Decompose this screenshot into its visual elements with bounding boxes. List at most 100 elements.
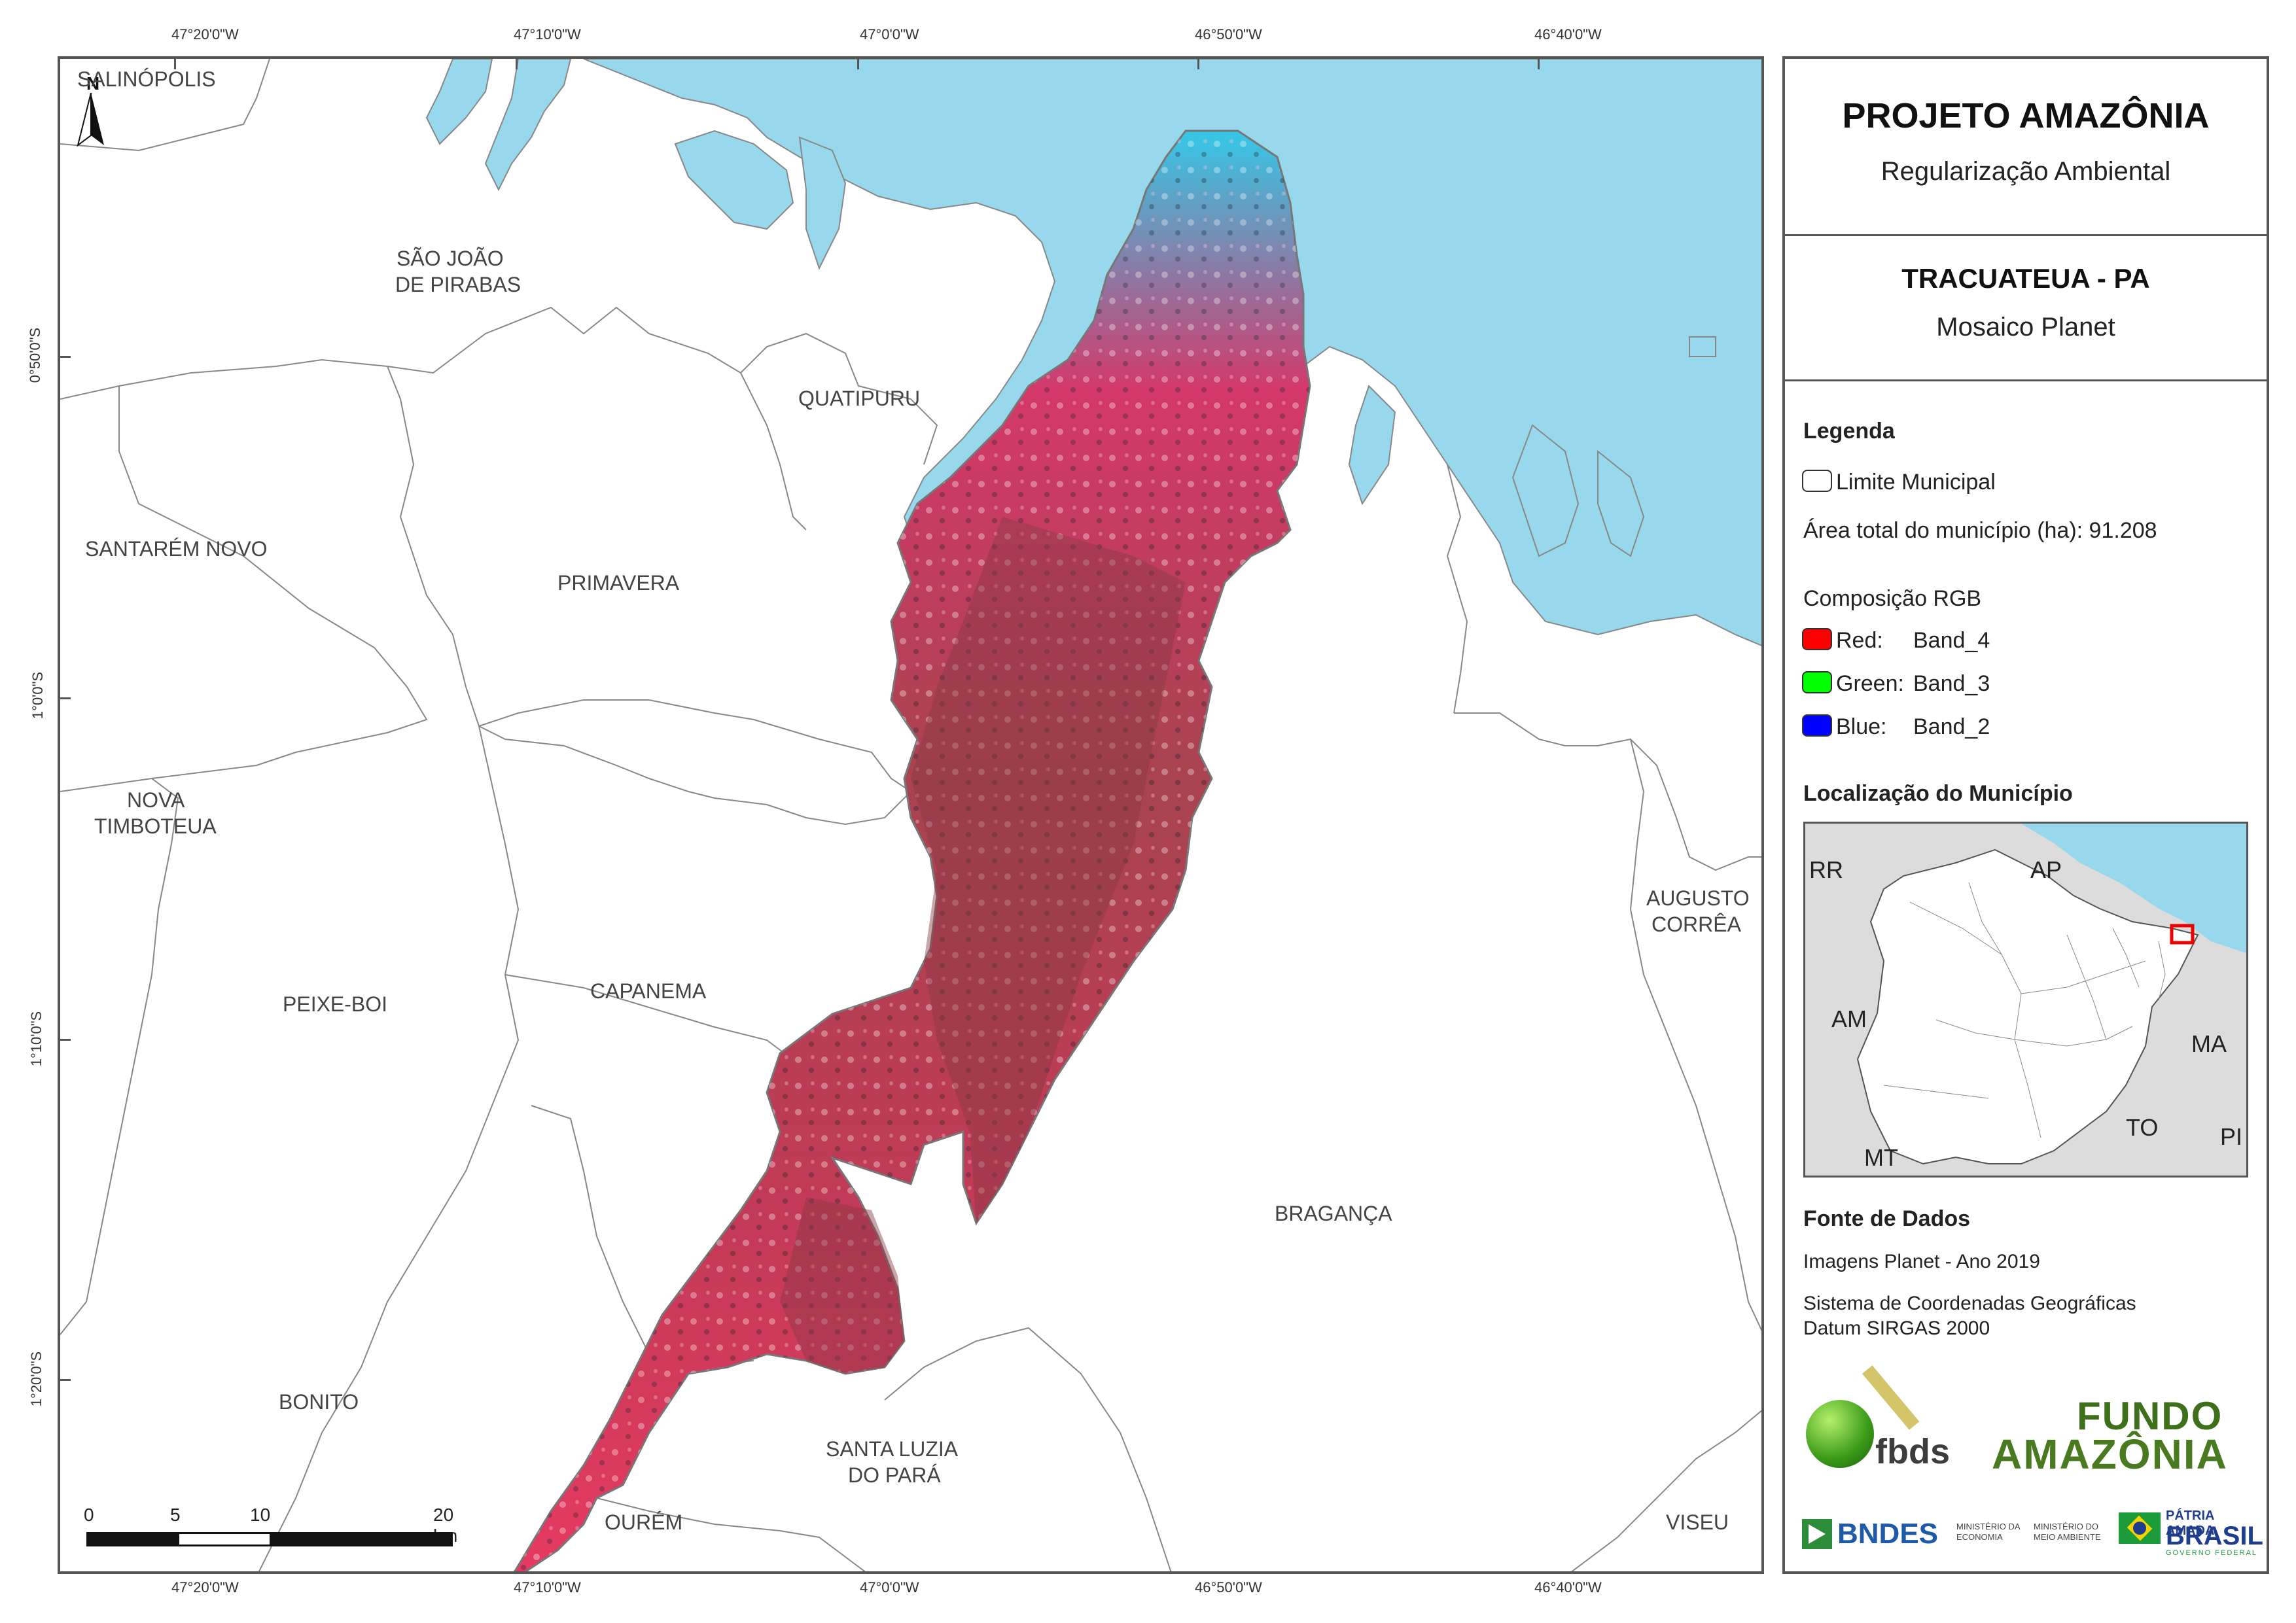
muni-augusto-correa-2: CORRÊA (1651, 913, 1741, 936)
tick (516, 59, 518, 69)
muni-nova-timboteua-2: TIMBOTEUA (94, 814, 217, 838)
fbds-logo: fbds (1803, 1365, 1960, 1472)
coord-left-2: 1°0'0"S (29, 671, 46, 720)
amazonia-text: AMAZÔNIA (1992, 1431, 2228, 1478)
inset-label-ap: AP (2030, 856, 2062, 883)
sources-imagery: Imagens Planet - Ano 2019 (1803, 1251, 2040, 1272)
panel-subtitle: Regularização Ambiental (1881, 157, 2171, 186)
imagery-dark-tile (911, 517, 1186, 1223)
muni-santa-luzia-2: DO PARÁ (848, 1463, 941, 1487)
inset-label-pi: PI (2220, 1123, 2243, 1150)
island (1689, 336, 1716, 357)
inset-map[interactable]: RR AP AM MA TO MT PI (1803, 822, 2248, 1178)
legend-area-label: Área total do município (ha): 91.208 (1803, 518, 2157, 543)
red-band-swatch (1802, 628, 1832, 650)
blue-band-value: Band_2 (1913, 714, 1990, 739)
green-band-value: Band_3 (1913, 671, 1990, 696)
muni-capanema: CAPANEMA (590, 979, 707, 1003)
muni-bonito: BONITO (279, 1390, 359, 1414)
muni-santarem-novo: SANTARÉM NOVO (85, 537, 268, 561)
muni-augusto-correa-1: AUGUSTO (1646, 886, 1750, 910)
coord-bottom-4: 46°50'0"W (1195, 1579, 1262, 1596)
green-band-label: Green: (1836, 671, 1904, 696)
inlet-2 (425, 59, 493, 145)
brazil-flag-icon (2119, 1512, 2161, 1544)
coord-top-1: 47°20'0"W (171, 26, 239, 43)
muni-quatipuru: QUATIPURU (798, 387, 921, 410)
tick (60, 1379, 71, 1381)
coord-bottom-5: 46°40'0"W (1534, 1579, 1602, 1596)
municipal-limit-swatch (1802, 470, 1832, 492)
imagery-lower-tile (780, 1197, 904, 1374)
muni-sao-joao-1: SÃO JOÃO (397, 247, 504, 270)
muni-ourem: OURÉM (605, 1510, 683, 1534)
scale-bar: 0 5 10 20 km (84, 1505, 476, 1557)
sources-crs: Sistema de Coordenadas Geográficas (1803, 1293, 2136, 1314)
tick (1538, 59, 1540, 69)
muni-braganca: BRAGANÇA (1275, 1202, 1392, 1225)
map-frame[interactable]: N SALINÓPOLIS SÃO JOÃO DE PIRABAS QUATIP… (58, 56, 1764, 1574)
blue-band-label: Blue: (1836, 714, 1887, 739)
municipality-name: TRACUATEUA - PA (1901, 263, 2150, 294)
fundo-amazonia-logo: FUNDO AMAZÔNIA (1992, 1393, 2260, 1478)
tick (1197, 59, 1199, 69)
fbds-text: fbds (1875, 1432, 1950, 1471)
map-canvas (60, 59, 1761, 1571)
inset-label-rr: RR (1809, 856, 1843, 883)
sources-title: Fonte de Dados (1803, 1206, 1971, 1231)
north-label: N (86, 73, 100, 94)
estuary-east-2 (1597, 449, 1645, 557)
tracuateua-texture (514, 131, 1310, 1571)
coord-top-3: 47°0'0"W (860, 26, 919, 43)
muni-santa-luzia-1: SANTA LUZIA (826, 1437, 959, 1461)
muni-primavera: PRIMAVERA (557, 571, 680, 595)
red-band-value: Band_4 (1913, 628, 1990, 653)
inlet-1 (484, 59, 572, 192)
north-arrow-icon (77, 93, 104, 147)
muni-salinopolis: SALINÓPOLIS (77, 67, 216, 91)
inset-subdivisions (1883, 882, 2166, 1138)
fbds-globe-icon (1806, 1400, 1874, 1468)
inlet-3 (674, 130, 794, 230)
coord-left-3: 1°10'0"S (28, 1011, 45, 1067)
ministerio-meio-ambiente: MINISTÉRIO DO MEIO AMBIENTE (2034, 1522, 2101, 1542)
blue-band-swatch (1802, 714, 1832, 737)
scale-label-10: 10 (250, 1505, 271, 1525)
inset-label-ma: MA (2191, 1030, 2227, 1057)
tick (60, 1039, 71, 1041)
inset-ocean (2021, 824, 2246, 953)
coord-top-5: 46°40'0"W (1534, 26, 1602, 43)
bndes-mark-arrow (1809, 1524, 1826, 1544)
inset-highlight (2170, 924, 2195, 945)
patria-amada-logo: PÁTRIA AMADA BRASIL GOVERNO FEDERAL (2119, 1507, 2263, 1560)
legend-limit-label: Limite Municipal (1836, 470, 1996, 495)
tick (60, 356, 71, 358)
ministerio-economia: MINISTÉRIO DA ECONOMIA (1956, 1522, 2020, 1542)
legend-title: Legenda (1803, 419, 1895, 444)
muni-nova-timboteua-1: NOVA (127, 788, 185, 812)
coord-bottom-1: 47°20'0"W (171, 1579, 239, 1596)
bndes-logo: BNDES (1802, 1515, 1946, 1552)
red-band-label: Red: (1836, 628, 1883, 653)
estuary-west (1348, 385, 1396, 506)
governo-federal-text: GOVERNO FEDERAL (2166, 1549, 2258, 1557)
muni-sao-joao-2: DE PIRABAS (395, 273, 521, 296)
inset-label-am: AM (1831, 1005, 1867, 1032)
estuary-east (1511, 424, 1580, 557)
coord-top-2: 47°10'0"W (514, 26, 581, 43)
inset-label-to: TO (2126, 1114, 2159, 1141)
tick (174, 59, 176, 69)
rgb-title: Composição RGB (1803, 586, 1982, 611)
patria-amada-text: PÁTRIA AMADA (2166, 1509, 2215, 1538)
panel-title: PROJETO AMAZÔNIA (1842, 96, 2210, 135)
panel-divider (1785, 234, 2267, 236)
inset-map-canvas (1805, 824, 2246, 1176)
coord-left-1: 0°50'0"S (27, 327, 44, 383)
municipal-boundaries (60, 59, 1761, 1571)
tick (60, 697, 71, 699)
tick (857, 59, 859, 69)
side-panel: PROJETO AMAZÔNIA Regularização Ambiental… (1782, 56, 2269, 1574)
green-band-swatch (1802, 671, 1832, 693)
bndes-text: BNDES (1837, 1518, 1939, 1550)
brasil-text: BRASIL (2166, 1522, 2263, 1550)
